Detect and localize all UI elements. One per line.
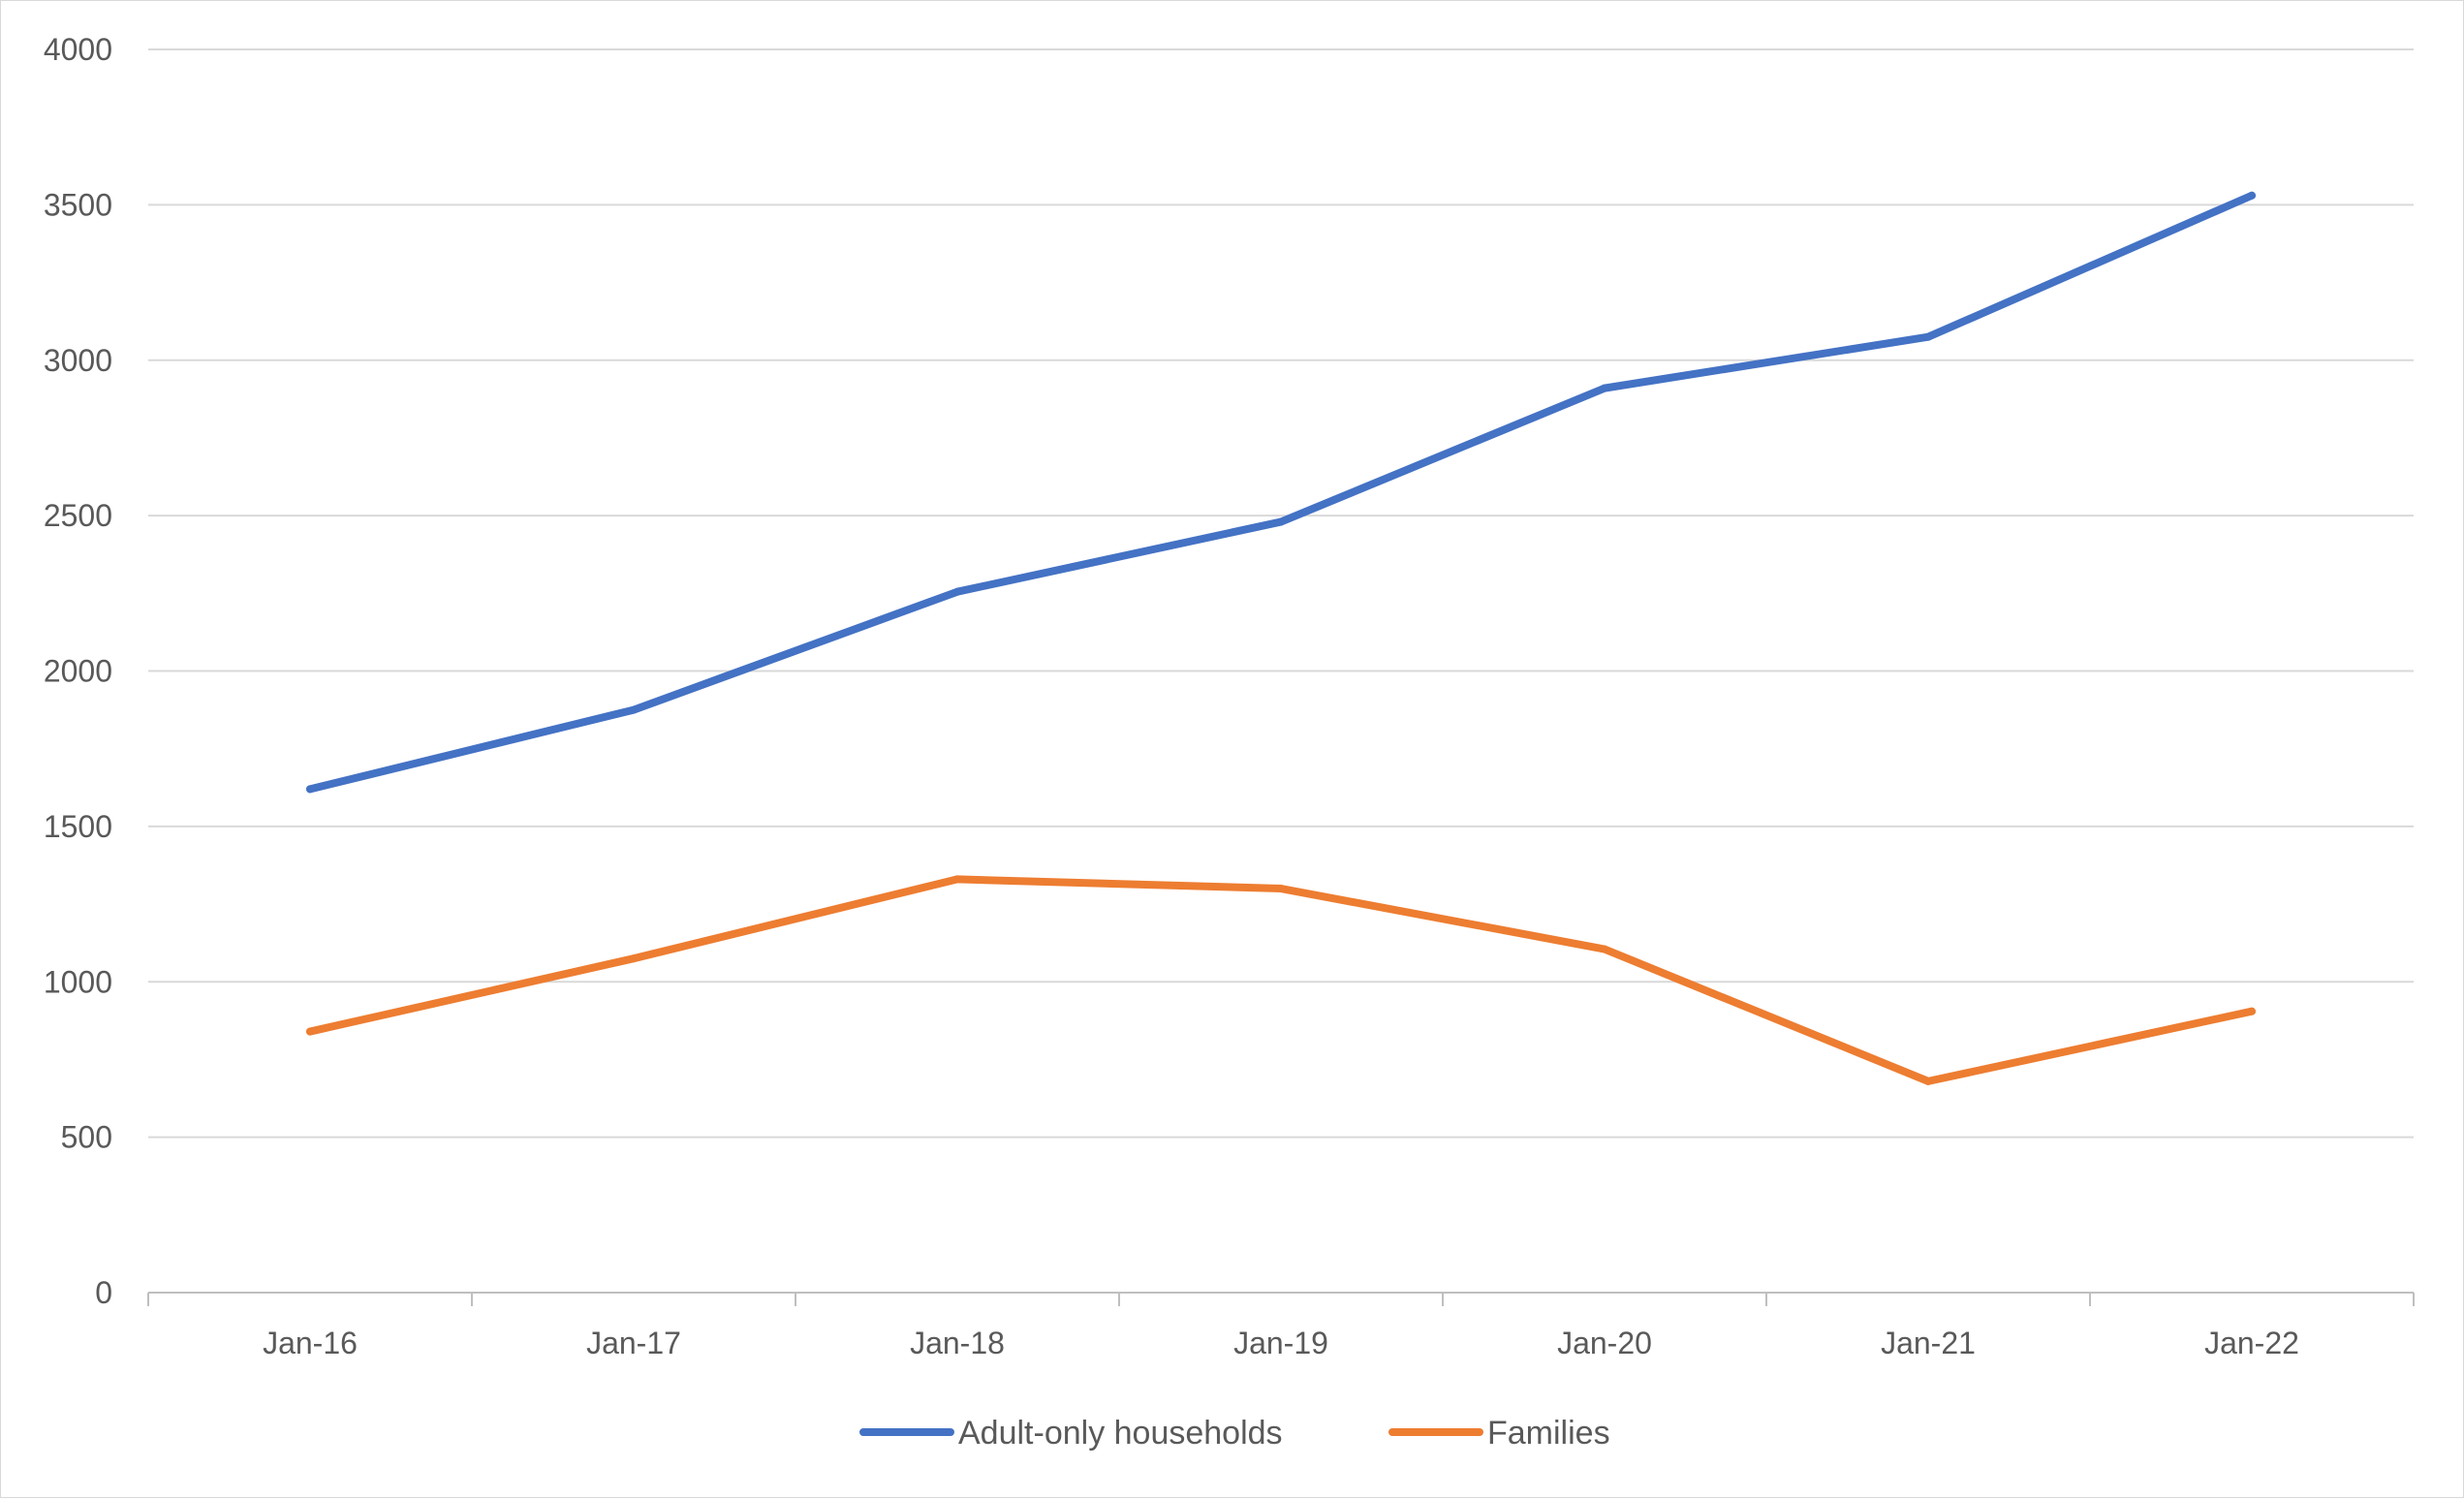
y-tick-label: 4000 [44,32,112,67]
data-point [1277,517,1285,526]
y-tick-label: 3000 [44,343,112,378]
data-point [306,785,314,794]
x-tick-label: Jan-19 [1233,1326,1328,1360]
x-axis-tick-labels: Jan-16 Jan-17 Jan-18 Jan-19 Jan-20 Jan-21 Jan-… [263,1326,2299,1360]
series-line-1 [306,875,2256,1085]
y-tick-label: 1500 [44,809,112,844]
series-lines [306,191,2256,1085]
data-point [1924,332,1932,341]
legend-label: Families [1487,1415,1610,1452]
x-tick-label: Jan-16 [263,1326,358,1360]
x-axis [147,1292,2415,1306]
x-tick-label: Jan-21 [1881,1326,1976,1360]
data-point [2248,191,2256,200]
y-tick-label: 3500 [44,187,112,222]
x-tick-label: Jan-17 [586,1326,681,1360]
x-tick-label: Jan-18 [910,1326,1005,1360]
data-point [953,875,961,884]
y-tick-label: 2000 [44,654,112,689]
x-tick-label: Jan-22 [2204,1326,2299,1360]
y-tick-label: 500 [61,1120,112,1155]
x-tick-label: Jan-20 [1557,1326,1652,1360]
series-line-0 [306,191,2256,794]
y-tick-label: 2500 [44,498,112,533]
data-point [2248,1007,2256,1015]
data-point [1277,885,1285,893]
legend: Adult-only households Families [859,1415,1610,1452]
data-point [1924,1077,1932,1085]
data-point [953,587,961,596]
y-axis-tick-labels: 0 500 1000 1500 2000 2500 3000 3500 4000 [44,32,112,1310]
data-point [1601,945,1608,953]
data-point [630,705,638,714]
y-tick-label: 1000 [44,964,112,999]
legend-label: Adult-only households [958,1415,1283,1452]
data-point [630,954,638,963]
y-tick-label: 0 [95,1275,112,1310]
data-point [1601,384,1608,392]
gridlines [148,48,2414,1139]
data-point [306,1027,314,1036]
